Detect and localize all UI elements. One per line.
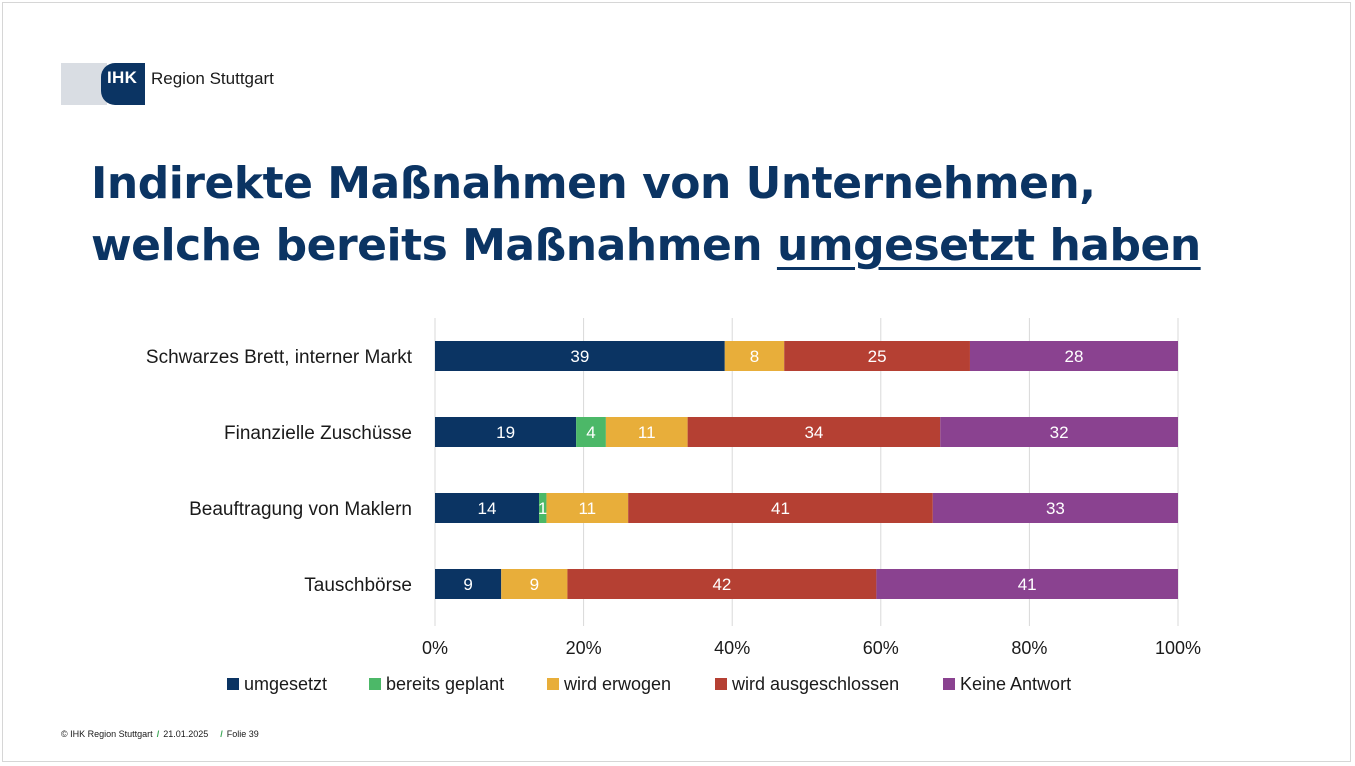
data-label: 1 [538,499,547,518]
category-label: Tauschbörse [304,575,412,596]
data-label: 14 [478,499,497,518]
bar-segment [435,569,502,599]
bar-segment [969,341,1178,371]
footer-date: 21.01.2025 [163,729,209,739]
legend-swatch [369,678,381,690]
bar-segment [576,417,606,447]
data-label: 41 [1018,575,1037,594]
legend-swatch [227,678,239,690]
legend-swatch [715,678,727,690]
bar-segment [435,493,540,523]
footer-slide-number: Folie 39 [226,729,259,739]
category-label: Beauftragung von Maklern [189,499,412,520]
data-label: 33 [1046,499,1065,518]
bar-segment [567,569,877,599]
bar-segment [435,341,725,371]
x-tick-label: 80% [1011,638,1047,658]
title-text: Indirekte Maßnahmen von Unternehmen, wel… [91,158,1096,271]
bar-segment [605,417,688,447]
data-label: 11 [578,499,596,518]
bar-segment [501,569,568,599]
legend-label: bereits geplant [386,674,504,694]
logo-navy-block [101,63,145,105]
footer: © IHK Region Stuttgart/21.01.2025/Folie … [61,729,259,739]
footer-separator: / [156,729,160,739]
legend-swatch [943,678,955,690]
page-title: Indirekte Maßnahmen von Unternehmen, wel… [91,153,1271,277]
x-tick-label: 20% [566,638,602,658]
logo-text: Region Stuttgart [151,69,274,88]
bar-segment [628,493,933,523]
data-label: 41 [771,499,790,518]
bar-segment [546,493,629,523]
data-label: 34 [804,423,823,442]
x-tick-label: 100% [1155,638,1201,658]
legend-label: wird erwogen [563,674,671,694]
data-label: 39 [570,347,589,366]
data-label: 42 [712,575,731,594]
legend-label: umgesetzt [244,674,327,694]
category-label: Schwarzes Brett, interner Markt [146,347,413,368]
data-label: 25 [868,347,887,366]
data-label: 19 [496,423,515,442]
category-label: Finanzielle Zuschüsse [224,423,412,444]
data-label: 4 [586,423,595,442]
legend-label: Keine Antwort [960,674,1071,694]
legend-label: wird ausgeschlossen [731,674,899,694]
data-label: 32 [1050,423,1069,442]
data-label: 28 [1065,347,1084,366]
footer-separator: / [220,729,223,739]
x-tick-label: 60% [863,638,899,658]
bar-segment [876,569,1178,599]
data-label: 11 [638,423,656,442]
bar-segment [435,417,577,447]
bar-segment [784,341,970,371]
title-underlined: umgesetzt haben [776,220,1201,271]
bar-segment [932,493,1178,523]
data-label: 9 [463,575,472,594]
data-label: 8 [750,347,759,366]
bar-segment [687,417,941,447]
logo-grey-block [61,63,107,105]
x-tick-label: 40% [714,638,750,658]
data-label: 9 [530,575,539,594]
bar-segment [539,493,547,523]
bar-segment [940,417,1178,447]
bar-segment [724,341,785,371]
footer-copyright: © IHK Region Stuttgart [61,729,153,739]
x-tick-label: 0% [422,638,448,658]
legend-swatch [547,678,559,690]
logo-mark: IHK [107,68,138,87]
ihk-logo: IHK Region Stuttgart [61,63,301,105]
